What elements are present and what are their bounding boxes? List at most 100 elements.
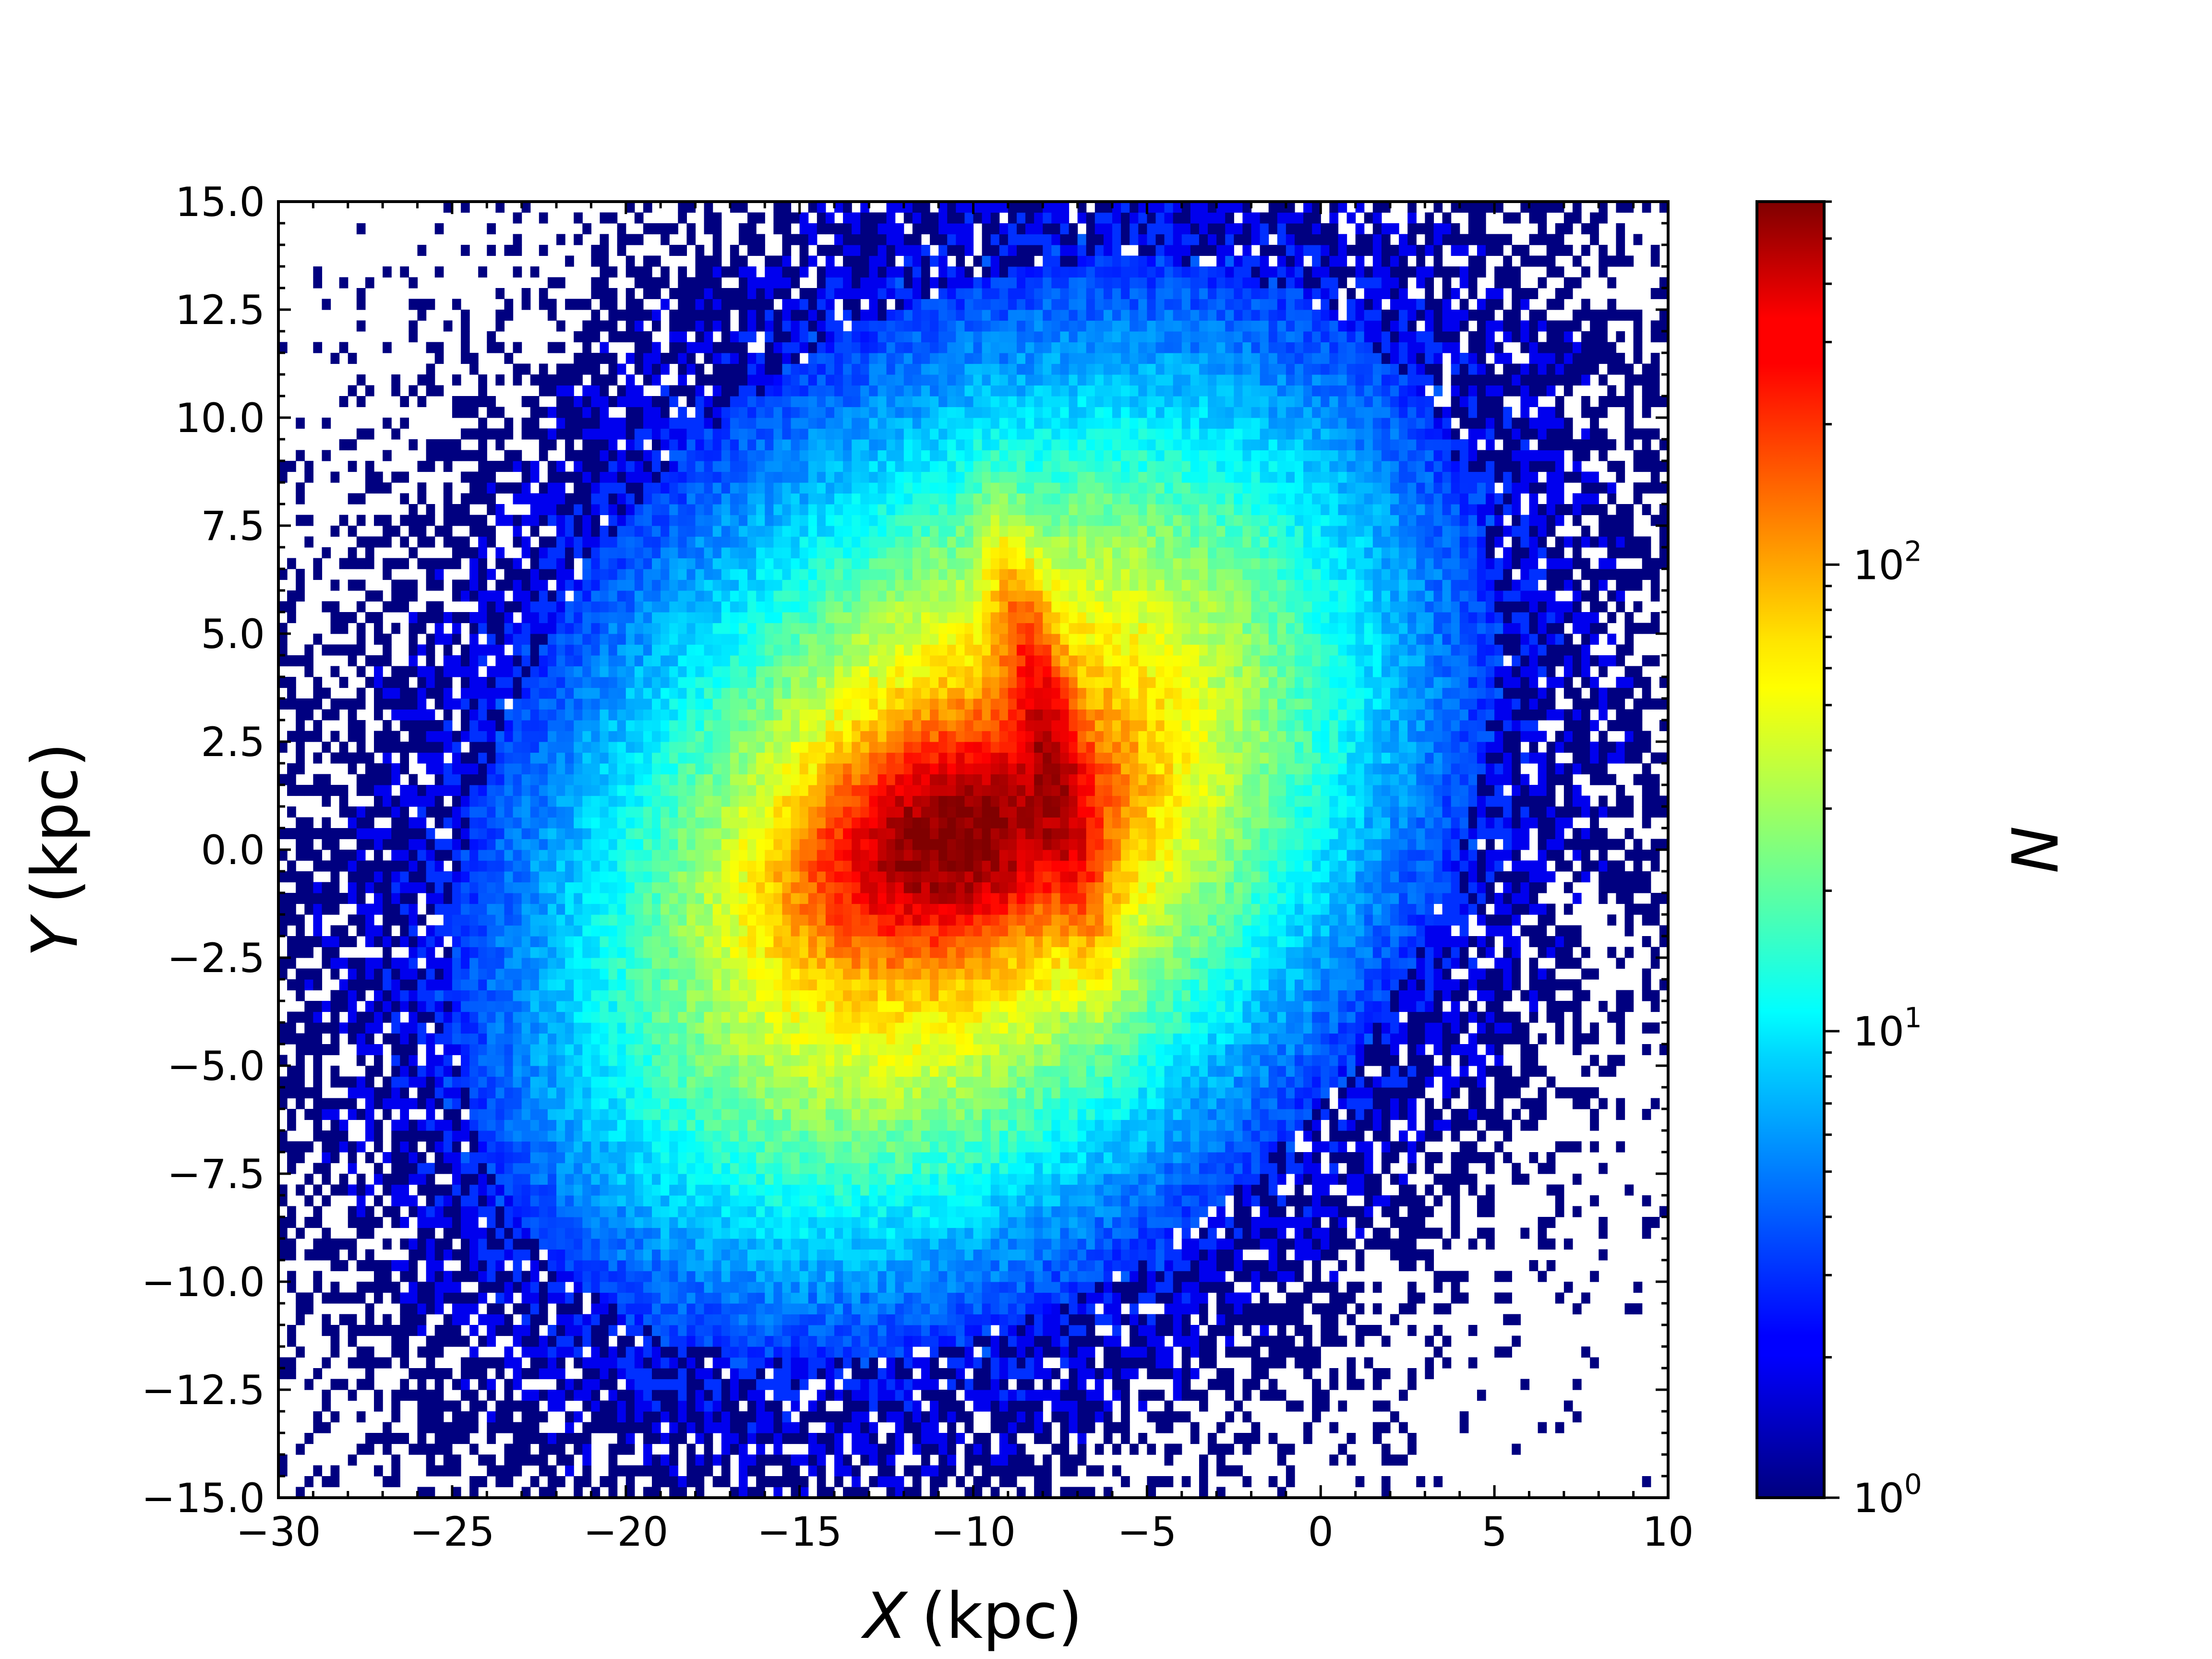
heatmap-cell: [600, 1152, 609, 1164]
heatmap-cell: [556, 1055, 565, 1066]
heatmap-cell: [460, 958, 470, 969]
heatmap-cell: [712, 1152, 722, 1164]
heatmap-cell: [365, 1443, 374, 1455]
heatmap-cell: [391, 806, 400, 818]
heatmap-cell: [608, 720, 618, 732]
heatmap-cell: [443, 461, 453, 472]
heatmap-cell: [669, 612, 678, 624]
heatmap-cell: [513, 590, 522, 602]
heatmap-cell: [365, 925, 374, 937]
heatmap-cell: [539, 1206, 548, 1217]
heatmap-cell: [652, 363, 661, 375]
heatmap-cell: [652, 1238, 661, 1250]
heatmap-cell: [400, 742, 409, 753]
heatmap-cell: [695, 558, 705, 569]
heatmap-cell: [721, 785, 731, 796]
heatmap-cell: [487, 968, 496, 980]
heatmap-cell: [547, 428, 557, 440]
heatmap-cell: [400, 850, 409, 861]
heatmap-cell: [756, 234, 765, 245]
heatmap-cell: [661, 504, 670, 516]
heatmap-cell: [730, 1141, 739, 1153]
heatmap-cell: [652, 1066, 661, 1077]
heatmap-cell: [574, 1227, 583, 1239]
heatmap-cell: [547, 1163, 557, 1174]
heatmap-cell: [721, 1325, 731, 1336]
heatmap-cell: [478, 763, 487, 775]
heatmap-cell: [365, 1076, 374, 1088]
heatmap-cell: [661, 428, 670, 440]
heatmap-cell: [322, 1238, 331, 1250]
heatmap-cell: [513, 720, 522, 732]
heatmap-cell: [513, 1011, 522, 1023]
heatmap-cell: [530, 644, 540, 656]
heatmap-cell: [443, 774, 453, 785]
heatmap-cell: [452, 579, 461, 591]
heatmap-cell: [443, 1195, 453, 1207]
heatmap-cell: [721, 1033, 731, 1045]
heatmap-cell: [469, 1141, 479, 1153]
heatmap-cell: [695, 1260, 705, 1272]
heatmap-cell: [600, 731, 609, 742]
heatmap-cell: [495, 828, 505, 840]
heatmap-cell: [756, 1011, 765, 1023]
heatmap-cell: [730, 1357, 739, 1369]
heatmap-cell: [539, 482, 548, 494]
heatmap-cell: [443, 1292, 453, 1304]
heatmap-cell: [547, 1227, 557, 1239]
heatmap-cell: [504, 1066, 514, 1077]
heatmap-cell: [704, 947, 713, 958]
heatmap-cell: [400, 601, 409, 613]
heatmap-cell: [625, 1152, 635, 1164]
heatmap-cell: [738, 925, 748, 937]
heatmap-cell: [765, 1346, 774, 1358]
heatmap-cell: [643, 687, 652, 699]
heatmap-cell: [600, 504, 609, 516]
heatmap-cell: [417, 493, 427, 505]
heatmap-cell: [313, 1206, 323, 1217]
heatmap-cell: [304, 882, 313, 893]
heatmap-cell: [574, 936, 583, 948]
heatmap-cell: [765, 1109, 774, 1120]
heatmap-cell: [322, 1292, 331, 1304]
heatmap-cell: [608, 569, 618, 580]
heatmap-cell: [487, 666, 496, 677]
heatmap-cell: [669, 1346, 678, 1358]
heatmap-cell: [704, 968, 713, 980]
heatmap-cell: [582, 515, 591, 526]
heatmap-cell: [504, 850, 514, 861]
heatmap-cell: [591, 536, 601, 548]
heatmap-cell: [513, 958, 522, 969]
heatmap-cell: [695, 569, 705, 580]
heatmap-cell: [712, 245, 722, 256]
heatmap-cell: [721, 461, 731, 472]
heatmap-cell: [504, 1292, 514, 1304]
heatmap-cell: [678, 1303, 687, 1315]
heatmap-cell: [686, 320, 696, 332]
heatmap-cell: [495, 1238, 505, 1250]
heatmap-cell: [669, 320, 678, 332]
heatmap-cell: [547, 1260, 557, 1272]
heatmap-cell: [738, 515, 748, 526]
heatmap-cell: [409, 1206, 418, 1217]
heatmap-cell: [513, 1455, 522, 1466]
heatmap-cell: [704, 634, 713, 645]
heatmap-cell: [695, 634, 705, 645]
heatmap-cell: [721, 320, 731, 332]
heatmap-cell: [643, 1368, 652, 1380]
heatmap-cell: [608, 1465, 618, 1477]
heatmap-cell: [469, 914, 479, 926]
heatmap-cell: [409, 526, 418, 537]
heatmap-cell: [747, 655, 757, 667]
heatmap-cell: [756, 1238, 765, 1250]
heatmap-cell: [478, 709, 487, 721]
heatmap-cell: [765, 1217, 774, 1228]
heatmap-cell: [452, 763, 461, 775]
heatmap-cell: [721, 839, 731, 850]
heatmap-cell: [409, 1174, 418, 1185]
heatmap-cell: [738, 1195, 748, 1207]
heatmap-cell: [521, 774, 531, 785]
heatmap-cell: [556, 1066, 565, 1077]
heatmap-cell: [669, 1282, 678, 1293]
heatmap-cell: [539, 1455, 548, 1466]
